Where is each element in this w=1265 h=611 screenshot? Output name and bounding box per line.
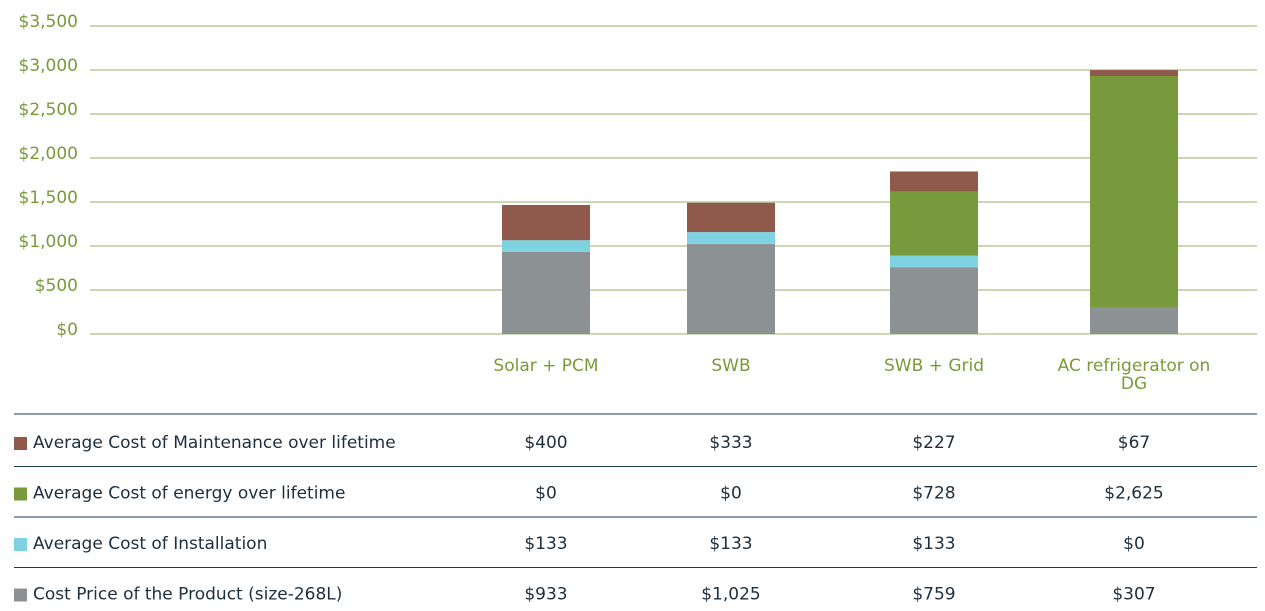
y-tick-label: $1,000	[19, 232, 78, 252]
table-value: $933	[524, 585, 567, 605]
legend-label: Average Cost of Maintenance over lifetim…	[33, 433, 396, 453]
y-tick-label: $1,500	[19, 188, 78, 208]
x-tick-label: SWB	[711, 356, 751, 376]
bar-segment	[502, 251, 590, 334]
table-value: $0	[1123, 534, 1145, 554]
legend-swatch	[14, 538, 27, 551]
table-value: $67	[1118, 433, 1150, 453]
table-value: $0	[720, 484, 742, 504]
legend-swatch	[14, 588, 27, 602]
table-value: $400	[524, 433, 567, 453]
table-value: $133	[709, 534, 752, 554]
y-tick-label: $500	[35, 276, 78, 296]
bar-segment	[1090, 70, 1178, 76]
table-value: $2,625	[1104, 484, 1163, 504]
y-tick-label: $2,500	[19, 100, 78, 120]
x-tick-label: AC refrigerator on DG	[1057, 356, 1211, 394]
y-tick-label: $3,000	[19, 56, 78, 76]
table-value: $0	[535, 484, 557, 504]
y-tick-label: $3,500	[19, 12, 78, 32]
legend-swatch	[14, 487, 27, 501]
bar-segment	[890, 191, 978, 256]
bar-segment	[890, 171, 978, 192]
legend-swatch	[14, 437, 27, 450]
legend-label: Cost Price of the Product (size-268L)	[33, 585, 342, 605]
bar-segment	[687, 202, 775, 233]
table-value: $227	[912, 433, 955, 453]
table-value: $759	[912, 585, 955, 605]
y-tick-label: $2,000	[19, 144, 78, 164]
bar-segment	[890, 255, 978, 268]
x-tick-label: Solar + PCM	[493, 356, 599, 376]
table-value: $333	[709, 433, 752, 453]
x-tick-label: SWB + Grid	[884, 356, 984, 376]
bar-segment	[890, 267, 978, 334]
table-value: $133	[524, 534, 567, 554]
bar-segment	[1090, 306, 1178, 334]
table-value: $728	[912, 484, 955, 504]
table-value: $307	[1112, 585, 1155, 605]
bar-segment	[687, 232, 775, 244]
bar-segment	[687, 243, 775, 334]
bar-segment	[502, 240, 590, 252]
bar-segment	[502, 204, 590, 241]
bar-segment	[1090, 75, 1178, 307]
table-value: $133	[912, 534, 955, 554]
legend-label: Average Cost of energy over lifetime	[33, 484, 345, 504]
y-tick-label: $0	[56, 320, 78, 340]
table-value: $1,025	[701, 585, 760, 605]
legend-label: Average Cost of Installation	[33, 534, 267, 554]
